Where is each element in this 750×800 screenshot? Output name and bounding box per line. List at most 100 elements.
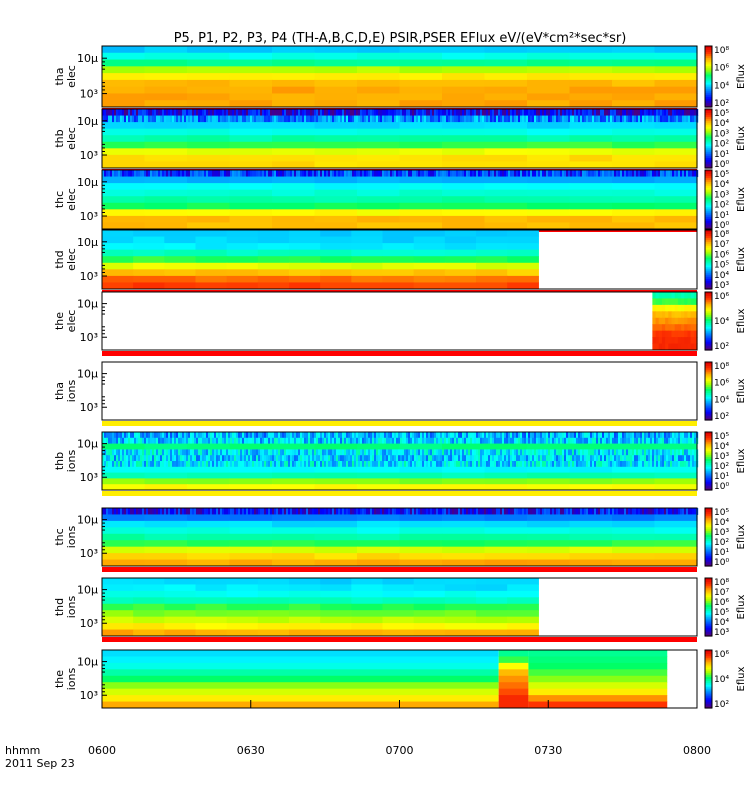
spectrogram-cell <box>266 115 269 123</box>
spectrogram-cell <box>154 437 157 445</box>
spectrogram-cell <box>334 432 337 439</box>
spectrogram-cell <box>187 52 231 61</box>
spectrogram-cell <box>302 455 305 462</box>
spectrogram-cell <box>234 115 237 123</box>
spectrogram-cell <box>112 449 115 456</box>
spectrogram-cell <box>174 437 177 445</box>
spectrogram-cell <box>114 115 117 123</box>
spectrogram-cell <box>400 432 403 439</box>
species-label: elec <box>65 310 78 333</box>
spectrogram-cell <box>136 455 139 462</box>
spectrogram-cell <box>454 109 457 117</box>
spectrogram-cell <box>356 437 359 445</box>
spectrogram-cell <box>228 432 231 439</box>
spectrogram-cell <box>654 215 698 223</box>
spectrogram-cell <box>514 437 517 445</box>
spectrogram-cell <box>302 115 305 123</box>
spectrogram-cell <box>510 449 513 456</box>
spectrogram-cell <box>507 603 539 611</box>
spectrogram-cell <box>594 115 597 123</box>
spectrogram-cell <box>376 437 379 445</box>
spectrogram-cell <box>688 437 691 445</box>
spectrogram-cell <box>648 170 651 178</box>
spectrogram-cell <box>118 508 121 515</box>
spectrogram-cell <box>569 141 613 149</box>
spectrogram-cell <box>104 449 107 456</box>
spectrogram-cell <box>498 688 529 696</box>
spectrogram-cell <box>170 115 173 123</box>
spectrogram-cell <box>498 437 501 445</box>
spectrogram-cell <box>246 508 249 515</box>
spectrogram-cell <box>376 432 379 439</box>
spectrogram-cell <box>584 461 587 468</box>
spectrogram-cell <box>399 154 443 162</box>
spectrogram-cell <box>136 109 139 117</box>
colorbar-band <box>705 66 712 69</box>
spectrogram-cell <box>229 189 273 197</box>
spectrogram-cell <box>681 324 685 332</box>
colorbar-band <box>705 326 712 330</box>
spectrogram-cell <box>336 170 339 178</box>
spectrogram-cell <box>436 437 439 445</box>
spectrogram-cell <box>270 455 273 462</box>
spectrogram-cell <box>400 437 403 445</box>
spectrogram-cell <box>238 432 241 439</box>
spectrogram-cell <box>592 109 595 117</box>
spectrogram-cell <box>413 256 446 264</box>
spectrogram-cell <box>374 432 377 439</box>
spectrogram-cell <box>330 109 333 117</box>
spectrogram-cell <box>527 59 571 67</box>
spectrogram-cell <box>440 432 443 439</box>
spectrogram-cell <box>498 455 501 462</box>
spectrogram-cell <box>514 432 517 439</box>
spectrogram-cell <box>372 109 375 117</box>
spectrogram-cell <box>630 109 633 117</box>
spectrogram-cell <box>188 115 191 123</box>
spectrogram-cell <box>438 461 441 468</box>
spectrogram-cell <box>187 183 231 191</box>
spectrogram-cell <box>184 461 187 468</box>
spectrogram-cell <box>484 478 528 485</box>
spectrogram-cell <box>610 437 613 445</box>
spectrogram-cell <box>230 449 233 456</box>
spectrogram-cell <box>494 115 497 123</box>
spectrogram-cell <box>246 432 249 439</box>
spectrogram-cell <box>632 461 635 468</box>
spectrogram-cell <box>658 432 661 439</box>
spectrogram-cell <box>520 461 523 468</box>
spectrogram-cell <box>212 432 215 439</box>
spectrogram-cell <box>357 86 401 94</box>
spectrogram-cell <box>257 282 290 290</box>
spectrogram-cell <box>399 46 443 54</box>
spectrogram-cell <box>264 115 267 123</box>
spectrogram-cell <box>606 115 609 123</box>
spectrogram-cell <box>116 461 119 468</box>
spectrogram-cell <box>132 455 135 462</box>
spectrogram-cell <box>278 461 281 468</box>
spectrogram-cell <box>494 461 497 468</box>
spectrogram-cell <box>320 269 352 277</box>
spectrogram-cell <box>399 176 443 184</box>
spectrogram-cell <box>270 461 273 468</box>
spectrogram-cell <box>182 455 185 462</box>
spectrogram-cell <box>670 437 673 445</box>
spectrogram-cell <box>424 437 427 445</box>
spectrogram-cell <box>606 437 609 445</box>
spectrogram-cell <box>442 514 486 522</box>
spectrogram-cell <box>126 109 129 117</box>
spectrogram-cell <box>187 466 231 474</box>
spectrogram-cell <box>434 508 437 515</box>
spectrogram-cell <box>102 508 105 515</box>
spectrogram-cell <box>498 695 529 703</box>
spectrogram-cell <box>272 128 316 136</box>
spectrogram-cell <box>527 161 571 169</box>
spectrogram-cell <box>289 243 321 251</box>
spectrogram-cell <box>187 443 231 450</box>
spectrogram-cell <box>146 508 149 515</box>
spectrogram-cell <box>399 135 443 143</box>
spectrogram-cell <box>102 86 146 94</box>
spectrogram-cell <box>428 461 431 468</box>
spectrogram-cell <box>622 437 625 445</box>
spectrogram-cell <box>542 115 545 123</box>
